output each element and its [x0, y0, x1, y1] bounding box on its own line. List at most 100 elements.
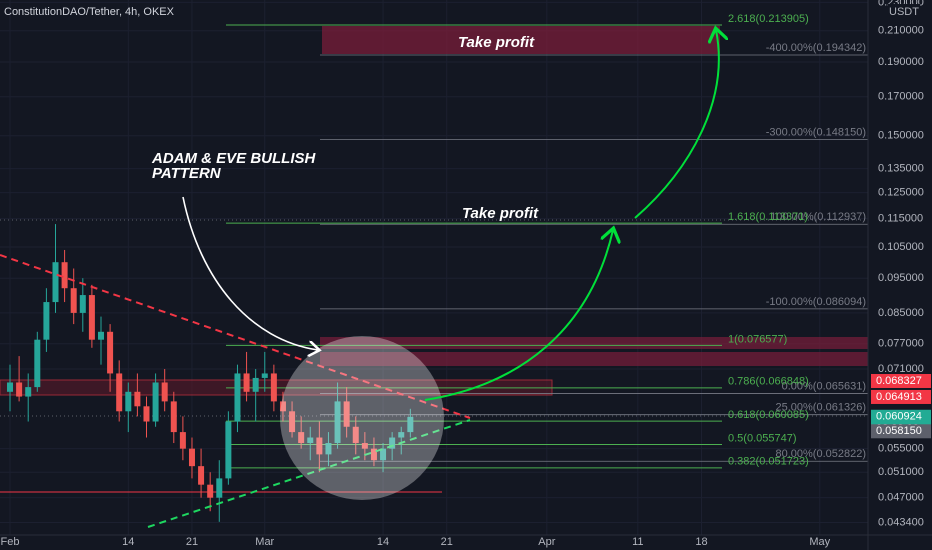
candle-body: [170, 401, 177, 433]
x-tick-label: Mar: [255, 536, 274, 548]
candle-body: [179, 432, 186, 449]
price-label-box: [871, 373, 931, 388]
x-tick-label: 21: [186, 536, 198, 548]
y-tick-label: 0.150000: [878, 130, 924, 142]
candle-body: [307, 437, 314, 444]
y-tick-label: 0.190000: [878, 56, 924, 68]
candle-body: [234, 373, 241, 422]
levels: -400.00%(0.194342) -300.00%(0.148150) 100.…: [226, 13, 868, 469]
candle-body: [43, 302, 50, 340]
candle-body: [97, 331, 104, 340]
candle-body: [389, 437, 396, 449]
candle-body: [216, 478, 223, 498]
candle-body: [316, 437, 323, 455]
price-label: 0.064913: [876, 391, 922, 403]
y-tick-label: 0.115000: [878, 213, 923, 225]
candle-body: [161, 382, 168, 402]
candle-body: [252, 377, 259, 392]
candle-body: [107, 331, 114, 374]
x-tick-label: 11: [632, 536, 643, 548]
fib-level-label: 0.786(0.066848): [728, 376, 809, 388]
y-unit: USDT: [889, 6, 919, 18]
annotation: Take profit: [458, 34, 535, 51]
candle-body: [198, 466, 205, 485]
fib-level-label: 0.618(0.060085): [728, 409, 809, 421]
x-tick-label: Feb: [1, 536, 20, 548]
y-tick-label: 0.047000: [878, 492, 924, 504]
candle-body: [125, 391, 132, 412]
arrow: [424, 230, 613, 401]
candle-body: [188, 448, 195, 467]
resistance-zone: [320, 352, 868, 366]
y-tick-label: 0.135000: [878, 163, 924, 175]
price-label: 0.068327: [876, 375, 922, 387]
y-tick-label: 0.210000: [878, 25, 924, 37]
candle-body: [52, 262, 59, 303]
pct-level-label: 0.00%(0.065631): [782, 380, 866, 392]
candle-body: [152, 382, 159, 422]
candle-body: [61, 262, 68, 289]
fib-level-label: 1.618(0.113371): [728, 211, 808, 223]
price-label-box: [871, 389, 931, 404]
candle-body: [70, 288, 77, 313]
candle-body: [34, 339, 41, 388]
pct-level-label: -300.00%(0.148150): [766, 127, 866, 139]
pct-level-label: 25.00%(0.061326): [775, 402, 866, 414]
pattern-highlight: [280, 336, 444, 500]
pct-level-label: 80.00%(0.052822): [775, 448, 866, 460]
candle-body: [380, 448, 387, 461]
candle-body: [361, 443, 368, 449]
resistance-zone: [320, 337, 868, 349]
candle-body: [225, 421, 232, 479]
price-label: 0.060924: [876, 411, 922, 423]
y-tick-label: 0.051000: [878, 466, 924, 478]
candle-body: [343, 401, 350, 427]
candle-body: [398, 432, 405, 438]
grid: [0, 0, 868, 535]
candle-body: [298, 432, 305, 444]
candle-body: [407, 416, 414, 433]
candle-body: [270, 373, 277, 402]
candle-body: [143, 406, 150, 422]
unit-box: [888, 4, 920, 18]
candle-body: [79, 295, 86, 313]
pct-level-label: -400.00%(0.194342): [766, 42, 866, 54]
x-tick-label: 21: [441, 536, 453, 548]
y-tick-label: 0.095000: [878, 272, 924, 284]
y-tick-label: 0.170000: [878, 91, 924, 103]
x-tick-label: Apr: [538, 536, 555, 548]
fib-level-label: 2.618(0.213905): [728, 13, 809, 25]
y-tick-label: 0.077000: [878, 338, 924, 350]
candle-body: [134, 391, 141, 407]
uptrend-line: [147, 419, 471, 528]
arrow: [634, 30, 719, 219]
candle-body: [25, 387, 32, 397]
candle-body: [325, 443, 332, 455]
candle-body: [334, 401, 341, 444]
candle-body: [352, 426, 359, 444]
candle-body: [7, 382, 14, 392]
x-tick-label: 14: [122, 536, 134, 548]
chart-title: ConstitutionDAO/Tether, 4h, OKEX: [4, 6, 175, 18]
pct-level-label: -100.00%(0.086094): [766, 296, 866, 308]
pct-level-label: 100.00%(0.112937): [770, 211, 866, 223]
candle-body: [279, 401, 286, 412]
price-label-box: [871, 424, 931, 439]
candles: [7, 224, 414, 522]
candle-body: [16, 382, 23, 397]
fib-level-label: 1(0.076577): [728, 333, 787, 345]
x-tick-label: May: [809, 536, 830, 548]
fib-level-label: 0.5(0.055747): [728, 432, 797, 444]
take-profit-zone: [322, 26, 720, 54]
arrow: [182, 196, 318, 350]
price-label: 0.058150: [876, 425, 922, 437]
candle-body: [289, 411, 296, 433]
candle-body: [261, 373, 268, 378]
candle-body: [207, 484, 214, 498]
y-tick-label: 0.125000: [878, 187, 924, 199]
candle-body: [88, 295, 95, 340]
annotation: PATTERN: [152, 165, 222, 182]
